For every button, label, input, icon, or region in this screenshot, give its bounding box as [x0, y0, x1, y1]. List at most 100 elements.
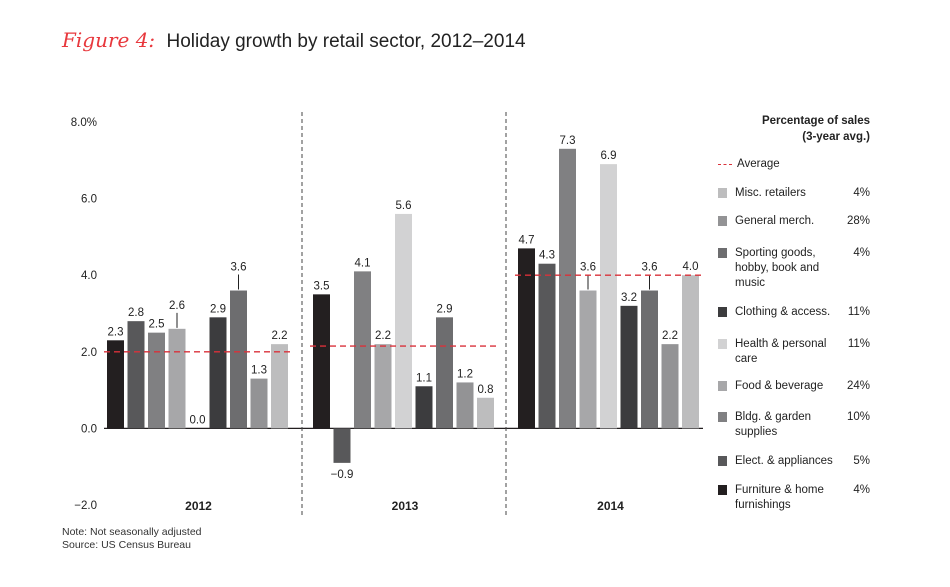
category-label: 2013 — [392, 499, 419, 513]
bar — [518, 248, 535, 429]
source-text: Source: US Census Bureau — [62, 539, 191, 551]
bar-value-label: 1.1 — [416, 372, 432, 384]
bar — [333, 428, 351, 463]
legend-label-average: Average — [737, 158, 780, 170]
legend: Average Misc. retailers 4% General merch. 2… — [718, 0, 878, 587]
y-tick-label: 2.0 — [81, 347, 97, 359]
bar — [395, 213, 412, 429]
legend-heading-line-1: Percentage of sales — [761, 115, 870, 127]
bar-value-label: 7.3 — [560, 135, 576, 147]
bar-value-label: 2.3 — [108, 326, 124, 338]
bar — [374, 344, 392, 429]
y-tick-label: 4.0 — [81, 270, 97, 282]
legend-share: 4% — [853, 484, 870, 496]
bar — [209, 317, 227, 429]
legend-label-line: Health & personal — [735, 338, 827, 350]
bar — [477, 397, 494, 429]
legend-heading: Percentage of sales (3-year avg.) — [742, 113, 870, 145]
bar — [682, 275, 699, 429]
legend-swatch — [718, 307, 727, 317]
bar-value-label: 5.6 — [396, 200, 412, 212]
bar-value-label: 3.6 — [580, 262, 596, 274]
bar — [559, 148, 576, 429]
legend-swatch — [718, 485, 727, 495]
legend-label-line: Food & beverage — [735, 380, 824, 392]
bar-value-label: 1.3 — [251, 365, 267, 377]
bar-value-label: 3.2 — [621, 292, 637, 304]
legend-label: Clothing & access. — [735, 305, 835, 320]
legend-label-line: furnishings — [735, 499, 791, 511]
bar-value-label: 4.1 — [355, 257, 371, 269]
legend-label: Bldg. & garden supplies — [735, 410, 835, 440]
legend-swatch — [718, 188, 727, 198]
bar — [436, 317, 453, 429]
bar — [579, 290, 597, 429]
legend-label-line: Bldg. & garden — [735, 411, 812, 423]
bar-value-label: 0.8 — [478, 384, 494, 396]
category-label: 2012 — [185, 499, 212, 513]
legend-share: 4% — [853, 247, 870, 259]
legend-swatch — [718, 339, 727, 349]
bar — [641, 290, 658, 429]
category-label: 2014 — [597, 499, 624, 513]
legend-share: 28% — [846, 215, 870, 227]
y-tick-label: 8.0% — [71, 117, 97, 129]
bar-chart: −2.0 0.0 2.0 4.0 6.0 8.0% 2.3 2.8 2.5 2.6 2.9 3.6 1.… — [71, 112, 703, 518]
bar-value-label: 6.9 — [601, 150, 617, 162]
legend-label-line: hobby, book and — [735, 262, 820, 274]
bar-value-label: 2.9 — [210, 303, 226, 315]
legend-share: 5% — [853, 455, 870, 467]
legend-share: 11% — [847, 306, 870, 318]
bar — [456, 382, 474, 429]
legend-label-line: Furniture & home — [735, 484, 824, 496]
legend-label: General merch. — [735, 214, 835, 229]
bar-value-label: 2.2 — [375, 330, 391, 342]
bar — [127, 321, 145, 429]
legend-label-line: music — [735, 277, 766, 289]
figure-label: Figure 4: — [62, 28, 156, 52]
bar-value-label: 0.0 — [190, 414, 206, 426]
legend-label-line: supplies — [735, 426, 778, 438]
bar — [168, 328, 186, 429]
legend-label: Sporting goods, hobby, book and music — [735, 246, 835, 291]
bar — [600, 164, 617, 429]
bar — [661, 344, 679, 429]
bar-value-label: 2.8 — [128, 307, 144, 319]
bar-value-label: 1.2 — [457, 368, 473, 380]
note-text: Note: Not seasonally adjusted — [62, 526, 202, 538]
bar — [354, 271, 371, 429]
bar — [107, 340, 124, 429]
legend-share: 10% — [846, 411, 870, 423]
chart-notes: Note: Not seasonally adjusted Source: US… — [62, 526, 202, 552]
legend-swatch — [718, 248, 727, 258]
bar — [620, 305, 638, 429]
legend-label-line: Sporting goods, — [735, 247, 816, 259]
legend-share: 11% — [847, 338, 870, 350]
bar — [148, 332, 165, 429]
legend-share: 24% — [846, 380, 870, 392]
legend-label-line: General merch. — [735, 215, 815, 227]
bar — [415, 386, 433, 429]
legend-label-line: Elect. & appliances — [735, 455, 833, 467]
legend-label: Misc. retailers — [735, 186, 835, 201]
legend-label-line: Clothing & access. — [735, 306, 831, 318]
bar-value-label: −0.9 — [331, 469, 354, 481]
y-tick-label: −2.0 — [74, 500, 97, 512]
legend-swatch — [718, 412, 727, 422]
bar-value-label: 2.5 — [149, 319, 165, 331]
average-line-swatch — [718, 164, 732, 165]
bar-value-label: 4.3 — [539, 250, 555, 262]
bar — [538, 263, 556, 429]
bar-value-label: 2.2 — [272, 330, 288, 342]
legend-label-line: Misc. retailers — [735, 187, 806, 199]
bar-value-label: 3.6 — [231, 262, 247, 274]
y-tick-label: 6.0 — [81, 194, 97, 206]
chart-title-text: Holiday growth by retail sector, 2012–20… — [166, 31, 526, 52]
legend-swatch — [718, 216, 727, 226]
chart-title: Figure 4: Holiday growth by retail secto… — [62, 28, 526, 53]
legend-label-line: care — [735, 353, 758, 365]
legend-label: Health & personal care — [735, 337, 835, 367]
legend-share: 4% — [853, 187, 870, 199]
bar-value-label: 3.5 — [314, 280, 330, 292]
legend-label: Elect. & appliances — [735, 454, 835, 469]
